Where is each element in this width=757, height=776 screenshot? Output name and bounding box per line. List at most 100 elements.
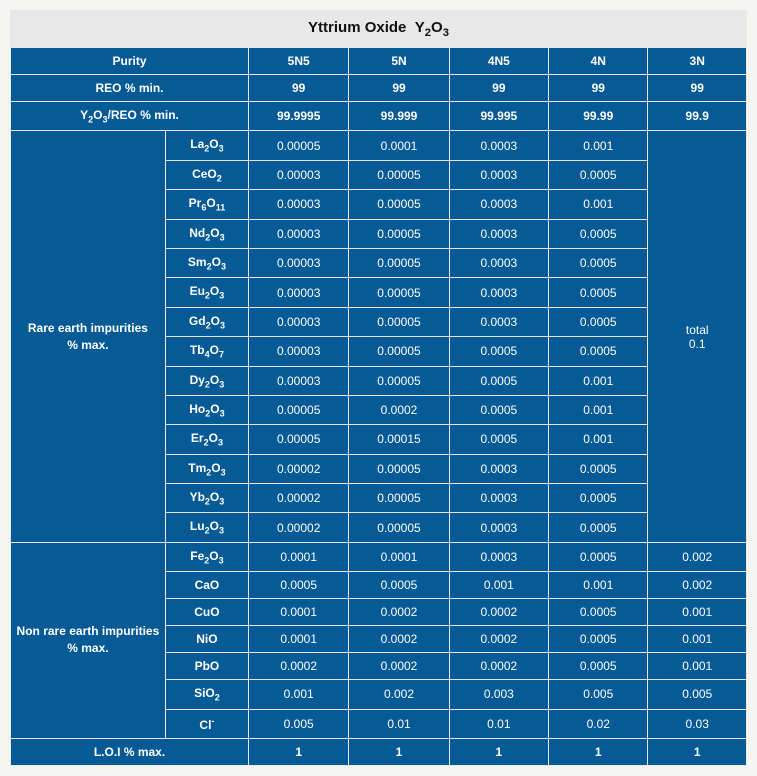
cell: 0.001	[549, 425, 648, 454]
cell: 0.0001	[249, 626, 349, 653]
cell: 0.00005	[249, 395, 349, 424]
cell: 0.0005	[549, 307, 648, 336]
cell: 0.0005	[549, 160, 648, 189]
cell: 0.00005	[349, 190, 449, 219]
cell: 0.0002	[249, 653, 349, 680]
compound-label: PbO	[165, 653, 248, 680]
compound-label: Ho2O3	[165, 395, 248, 424]
cell: 0.0005	[549, 484, 648, 513]
cell: 0.00005	[349, 219, 449, 248]
cell: 0.00003	[249, 278, 349, 307]
compound-label: Sm2O3	[165, 248, 248, 277]
cell: 0.0002	[349, 599, 449, 626]
cell: 0.005	[549, 680, 648, 709]
cell: 1	[349, 738, 449, 765]
cell: 0.00003	[249, 160, 349, 189]
cell: 1	[449, 738, 548, 765]
cell: 0.0003	[449, 307, 548, 336]
cell: 0.0005	[449, 337, 548, 366]
cell: 99	[549, 75, 648, 102]
loi-row: L.O.I % max. 1 1 1 1 1	[11, 738, 747, 765]
cell: 0.001	[549, 395, 648, 424]
cell: 0.0005	[449, 425, 548, 454]
cell: 0.00003	[249, 219, 349, 248]
cell: 0.00005	[249, 131, 349, 160]
rare-earth-impurities-label: Rare earth impurities% max.	[11, 131, 166, 542]
compound-label: Eu2O3	[165, 278, 248, 307]
cell: 0.0005	[549, 454, 648, 483]
cell: 0.00005	[349, 513, 449, 542]
compound-label: Cl-	[165, 709, 248, 738]
cell: 0.0005	[549, 599, 648, 626]
purity-row: Purity 5N5 5N 4N5 4N 3N	[11, 48, 747, 75]
y2o3-reo-min-label: Y2O3/REO % min.	[11, 102, 249, 131]
cell: 0.001	[449, 572, 548, 599]
cell: 1	[549, 738, 648, 765]
cell: 0.0003	[449, 513, 548, 542]
cell: 0.00005	[349, 454, 449, 483]
cell: 99.9	[648, 102, 747, 131]
cell: 0.00002	[249, 484, 349, 513]
cell: 0.001	[249, 680, 349, 709]
compound-label: Er2O3	[165, 425, 248, 454]
table-row: Non rare earth impurities% max.Fe2O30.00…	[11, 542, 747, 571]
cell: 0.00002	[249, 513, 349, 542]
non-rare-earth-impurities-label: Non rare earth impurities% max.	[11, 542, 166, 738]
cell: 0.002	[349, 680, 449, 709]
cell: 0.001	[549, 131, 648, 160]
cell: 0.0003	[449, 190, 548, 219]
cell: 99	[349, 75, 449, 102]
yttrium-oxide-spec-table: Yttrium Oxide Y2O3 Purity 5N5 5N 4N5 4N …	[10, 10, 747, 766]
cell: 0.0005	[549, 626, 648, 653]
cell: 1	[648, 738, 747, 765]
cell: 0.00005	[349, 160, 449, 189]
cell: 0.0002	[349, 395, 449, 424]
cell: 99	[249, 75, 349, 102]
cell: 0.0005	[249, 572, 349, 599]
cell: 0.0005	[349, 572, 449, 599]
rare-earth-total-cell: total0.1	[648, 131, 747, 542]
cell: 99.999	[349, 102, 449, 131]
cell: 0.0002	[449, 653, 548, 680]
cell: 0.00003	[249, 337, 349, 366]
title-row: Yttrium Oxide Y2O3	[11, 11, 747, 48]
compound-label: CeO2	[165, 160, 248, 189]
cell: 0.002	[648, 542, 747, 571]
reo-min-row: REO % min. 99 99 99 99 99	[11, 75, 747, 102]
cell: 0.001	[549, 572, 648, 599]
cell: 0.00005	[349, 337, 449, 366]
col-5n: 5N	[349, 48, 449, 75]
compound-label: Tb4O7	[165, 337, 248, 366]
cell: 0.01	[449, 709, 548, 738]
col-4n5: 4N5	[449, 48, 548, 75]
table-title: Yttrium Oxide Y2O3	[11, 11, 747, 48]
cell: 0.0005	[449, 395, 548, 424]
cell: 0.0003	[449, 454, 548, 483]
cell: 0.00005	[349, 484, 449, 513]
reo-min-label: REO % min.	[11, 75, 249, 102]
cell: 99.99	[549, 102, 648, 131]
purity-label: Purity	[11, 48, 249, 75]
cell: 0.001	[648, 653, 747, 680]
cell: 0.0002	[449, 599, 548, 626]
compound-label: Tm2O3	[165, 454, 248, 483]
compound-label: Pr6O11	[165, 190, 248, 219]
cell: 0.0005	[549, 653, 648, 680]
non-rare-earth-section: Non rare earth impurities% max.Fe2O30.00…	[11, 542, 747, 738]
cell: 0.00005	[349, 366, 449, 395]
col-4n: 4N	[549, 48, 648, 75]
cell: 0.0002	[449, 626, 548, 653]
cell: 0.002	[648, 572, 747, 599]
cell: 0.00003	[249, 190, 349, 219]
cell: 0.0005	[549, 278, 648, 307]
cell: 0.0005	[549, 337, 648, 366]
table-row: Rare earth impurities% max.La2O30.000050…	[11, 131, 747, 160]
compound-label: Yb2O3	[165, 484, 248, 513]
cell: 0.03	[648, 709, 747, 738]
cell: 0.01	[349, 709, 449, 738]
cell: 0.0001	[349, 542, 449, 571]
compound-label: CuO	[165, 599, 248, 626]
cell: 0.0005	[549, 513, 648, 542]
compound-label: NiO	[165, 626, 248, 653]
cell: 0.0001	[349, 131, 449, 160]
